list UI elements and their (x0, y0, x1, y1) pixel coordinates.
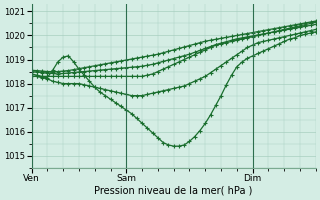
X-axis label: Pression niveau de la mer( hPa ): Pression niveau de la mer( hPa ) (94, 186, 253, 196)
